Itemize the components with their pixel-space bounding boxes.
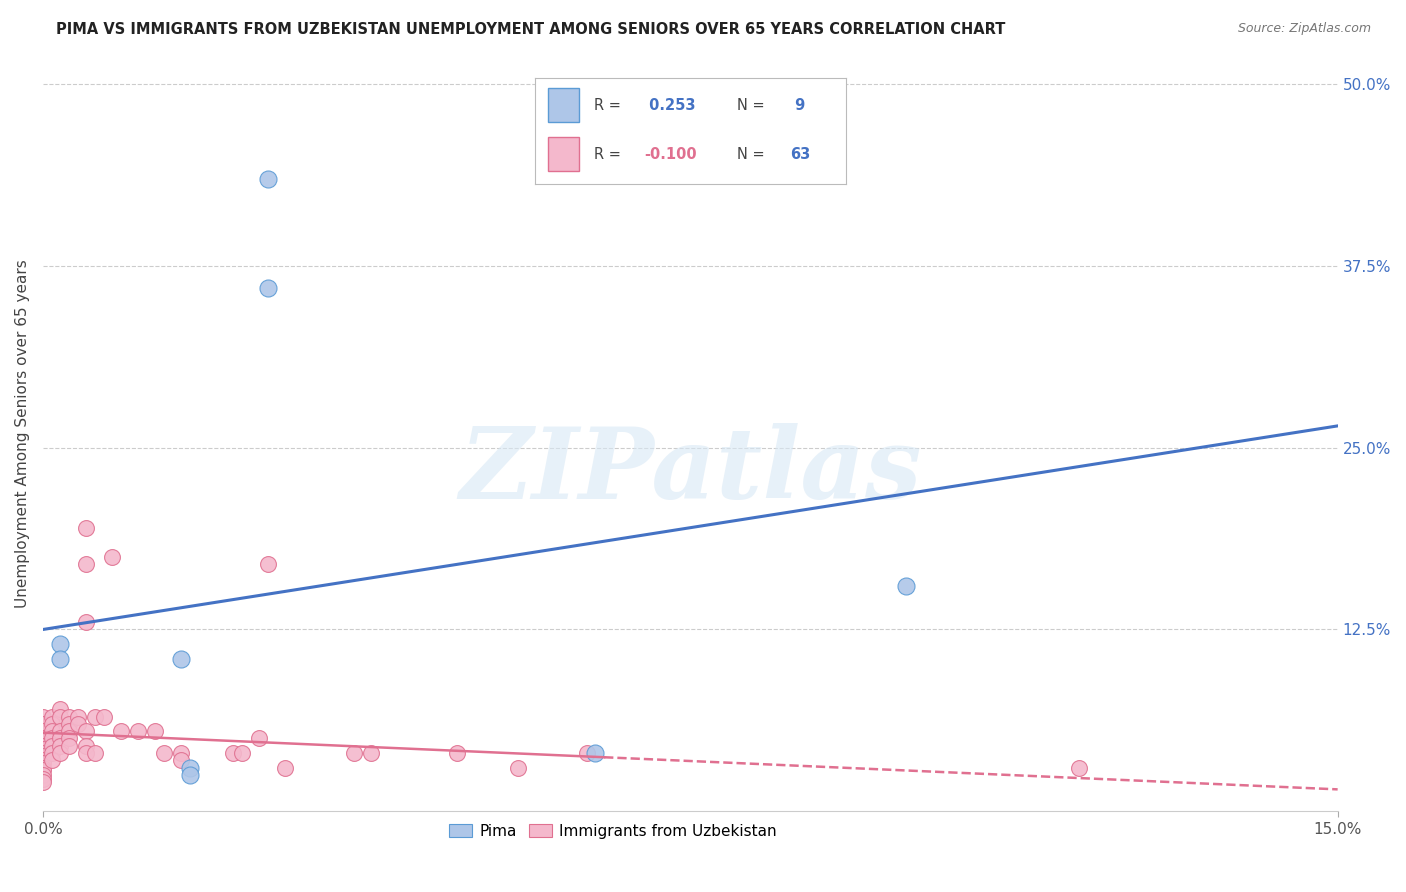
Point (41, 717, 63, 731)
Point (231, 746, 253, 760)
Point (170, 753, 193, 767)
Point (32, 746, 55, 760)
Text: ZIPatlas: ZIPatlas (460, 423, 921, 519)
Point (32, 734, 55, 748)
Point (32, 709, 55, 723)
Point (179, 768, 201, 782)
Point (75, 615, 97, 630)
Point (32, 731, 55, 746)
Point (49, 746, 72, 760)
Point (32, 772, 55, 787)
Point (110, 724, 132, 739)
Point (75, 521, 97, 535)
Point (32, 741, 55, 756)
Point (84, 746, 107, 760)
Point (32, 756, 55, 771)
Point (170, 651, 193, 665)
Point (32, 760, 55, 774)
Point (58, 709, 80, 723)
Point (41, 746, 63, 760)
Point (49, 724, 72, 739)
Point (41, 753, 63, 767)
Point (32, 724, 55, 739)
Text: Source: ZipAtlas.com: Source: ZipAtlas.com (1237, 22, 1371, 36)
Point (153, 746, 176, 760)
Point (32, 717, 55, 731)
Point (256, 281, 278, 295)
Point (145, 724, 167, 739)
Point (101, 549, 124, 564)
Point (247, 731, 270, 746)
Point (32, 768, 55, 782)
Point (170, 746, 193, 760)
Point (506, 760, 529, 774)
Point (75, 724, 97, 739)
Point (49, 637, 72, 651)
Point (256, 171, 278, 186)
Point (274, 760, 297, 774)
Point (41, 709, 63, 723)
Point (32, 775, 55, 789)
Point (343, 746, 366, 760)
Point (894, 579, 917, 593)
Point (32, 764, 55, 778)
Point (179, 760, 201, 774)
Point (58, 739, 80, 753)
Point (75, 739, 97, 753)
Point (222, 746, 245, 760)
Legend: Pima, Immigrants from Uzbekistan: Pima, Immigrants from Uzbekistan (443, 818, 783, 845)
Point (49, 702, 72, 716)
Point (58, 731, 80, 746)
Point (49, 651, 72, 665)
Point (84, 709, 107, 723)
Point (93, 709, 115, 723)
Point (446, 746, 468, 760)
Point (41, 739, 63, 753)
Point (58, 724, 80, 739)
Point (49, 709, 72, 723)
Point (32, 753, 55, 767)
Point (41, 724, 63, 739)
Point (66, 709, 89, 723)
Point (360, 746, 382, 760)
Point (1067, 760, 1090, 774)
Text: PIMA VS IMMIGRANTS FROM UZBEKISTAN UNEMPLOYMENT AMONG SENIORS OVER 65 YEARS CORR: PIMA VS IMMIGRANTS FROM UZBEKISTAN UNEMP… (56, 22, 1005, 37)
Point (256, 557, 278, 571)
Point (75, 557, 97, 571)
Point (49, 731, 72, 746)
Y-axis label: Unemployment Among Seniors over 65 years: Unemployment Among Seniors over 65 years (15, 259, 30, 607)
Point (41, 731, 63, 746)
Point (127, 724, 149, 739)
Point (49, 739, 72, 753)
Point (575, 746, 598, 760)
Point (66, 717, 89, 731)
Point (32, 739, 55, 753)
Point (32, 748, 55, 763)
Point (58, 717, 80, 731)
Point (585, 746, 607, 760)
Point (75, 746, 97, 760)
